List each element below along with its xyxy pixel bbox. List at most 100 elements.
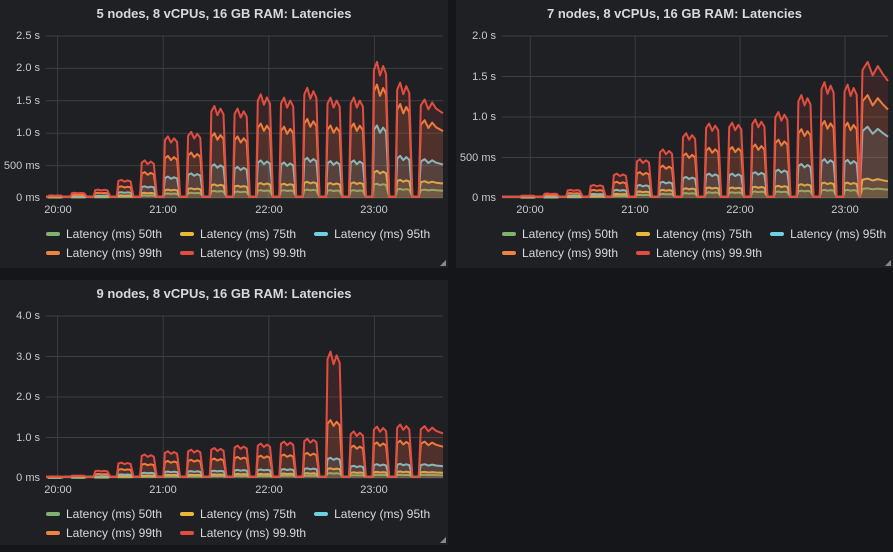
y-axis-tick-label: 2.5 s bbox=[16, 30, 40, 42]
y-axis-tick-label: 0 ms bbox=[16, 472, 40, 484]
y-axis-tick-label: 1.5 s bbox=[16, 95, 40, 107]
legend-swatch-icon bbox=[502, 250, 516, 255]
legend-item-50th[interactable]: Latency (ms) 50th bbox=[46, 227, 162, 241]
series-area-99th bbox=[46, 84, 443, 198]
series-area-99th bbox=[46, 420, 443, 478]
legend-item-50th[interactable]: Latency (ms) 50th bbox=[46, 507, 162, 521]
legend-label: Latency (ms) 99th bbox=[66, 525, 163, 540]
y-axis-tick-label: 4.0 s bbox=[16, 310, 40, 322]
legend-swatch-icon bbox=[180, 250, 195, 255]
gridlines bbox=[46, 35, 443, 199]
series-area-75th bbox=[46, 468, 443, 478]
latency-graph[interactable]: 0 ms 500 ms 1.0 s 1.5 s 2.0 s 20:00 21:00 22:00… bbox=[456, 28, 893, 220]
legend-item-99.9th[interactable]: Latency (ms) 99.9th bbox=[636, 246, 762, 260]
legend-label: Latency (ms) 99th bbox=[522, 245, 619, 260]
resize-grip-icon[interactable]: ◢ bbox=[439, 535, 446, 544]
x-axis-tick-label: 23:00 bbox=[360, 484, 388, 496]
series-area-50th bbox=[46, 183, 443, 198]
series-area-99.9th bbox=[46, 61, 443, 199]
panel-7-nodes-latencies: 7 nodes, 8 vCPUs, 16 GB RAM: Latencies 0… bbox=[456, 0, 893, 268]
legend-label: Latency (ms) 75th bbox=[656, 226, 753, 241]
x-axis-tick-label: 20:00 bbox=[44, 484, 72, 496]
series-area-95th bbox=[46, 125, 443, 198]
legend-label: Latency (ms) 95th bbox=[790, 226, 887, 241]
x-axis-tick-label: 22:00 bbox=[255, 484, 283, 496]
legend-swatch-icon bbox=[180, 231, 195, 236]
legend: Latency (ms) 50th Latency (ms) 75th Latenc… bbox=[46, 224, 444, 262]
series-line-99.9th bbox=[46, 350, 444, 478]
legend-swatch-icon bbox=[502, 231, 516, 236]
series-area-99.9th bbox=[46, 351, 443, 478]
y-axis-tick-label: 500 ms bbox=[3, 160, 40, 172]
y-axis-tick-label: 2.0 s bbox=[16, 391, 40, 403]
legend-item-75th[interactable]: Latency (ms) 75th bbox=[180, 507, 296, 521]
y-axis-tick-label: 0 ms bbox=[472, 192, 496, 204]
graph-canvas[interactable] bbox=[0, 28, 448, 220]
legend-row: Latency (ms) 99th Latency (ms) 99.9th bbox=[46, 243, 444, 262]
legend-label: Latency (ms) 50th bbox=[522, 226, 619, 241]
y-axis-tick-label: 1.0 s bbox=[472, 111, 496, 123]
y-axis-tick-label: 2.0 s bbox=[16, 62, 40, 74]
graph-canvas[interactable] bbox=[456, 28, 893, 220]
series-line-99.9th bbox=[502, 60, 889, 198]
resize-grip-icon[interactable]: ◢ bbox=[439, 258, 446, 267]
series-line-99.9th bbox=[46, 60, 444, 198]
legend-item-95th[interactable]: Latency (ms) 95th bbox=[770, 227, 886, 241]
y-axis-tick-label: 0 ms bbox=[16, 192, 40, 204]
legend-swatch-icon bbox=[180, 511, 195, 516]
x-axis-tick-label: 23:00 bbox=[360, 204, 388, 216]
legend-item-99th[interactable]: Latency (ms) 99th bbox=[46, 246, 162, 260]
y-axis-tick-label: 1.0 s bbox=[16, 432, 40, 444]
legend-label: Latency (ms) 99.9th bbox=[656, 245, 763, 260]
legend: Latency (ms) 50th Latency (ms) 75th Latenc… bbox=[502, 224, 889, 262]
x-axis-tick-label: 21:00 bbox=[149, 484, 177, 496]
legend-swatch-icon bbox=[636, 231, 651, 236]
legend-item-99th[interactable]: Latency (ms) 99th bbox=[46, 526, 162, 540]
legend-label: Latency (ms) 50th bbox=[66, 226, 163, 241]
y-axis-tick-label: 2.0 s bbox=[472, 30, 496, 42]
legend-swatch-icon bbox=[46, 250, 60, 255]
gridlines bbox=[46, 315, 443, 479]
legend-swatch-icon bbox=[46, 530, 60, 535]
legend-swatch-icon bbox=[314, 511, 329, 516]
legend-item-95th[interactable]: Latency (ms) 95th bbox=[314, 227, 430, 241]
x-axis-tick-label: 21:00 bbox=[621, 204, 649, 216]
legend-swatch-icon bbox=[770, 231, 785, 236]
legend-row: Latency (ms) 99th Latency (ms) 99.9th bbox=[46, 523, 444, 542]
legend-swatch-icon bbox=[46, 511, 60, 516]
panel-title[interactable]: 9 nodes, 8 vCPUs, 16 GB RAM: Latencies bbox=[96, 286, 352, 301]
y-axis-tick-label: 1.0 s bbox=[16, 127, 40, 139]
legend-item-99th[interactable]: Latency (ms) 99th bbox=[502, 246, 618, 260]
x-axis-tick-label: 21:00 bbox=[149, 204, 177, 216]
legend-item-75th[interactable]: Latency (ms) 75th bbox=[636, 227, 752, 241]
legend-label: Latency (ms) 75th bbox=[200, 506, 297, 521]
series-area-99.9th bbox=[502, 61, 888, 199]
legend-swatch-icon bbox=[314, 231, 329, 236]
legend-swatch-icon bbox=[636, 250, 651, 255]
legend-swatch-icon bbox=[180, 530, 195, 535]
latency-graph[interactable]: 0 ms 500 ms 1.0 s 1.5 s 2.0 s 2.5 s 20:00 21:00… bbox=[0, 28, 448, 220]
legend-label: Latency (ms) 50th bbox=[66, 506, 163, 521]
legend-item-99.9th[interactable]: Latency (ms) 99.9th bbox=[180, 246, 306, 260]
panel-title[interactable]: 5 nodes, 8 vCPUs, 16 GB RAM: Latencies bbox=[96, 6, 352, 21]
latency-graph[interactable]: 0 ms 1.0 s 2.0 s 3.0 s 4.0 s 20:00 21:00 22:00 2… bbox=[0, 308, 448, 500]
legend-label: Latency (ms) 95th bbox=[334, 226, 431, 241]
legend-label: Latency (ms) 95th bbox=[334, 506, 431, 521]
legend-row: Latency (ms) 99th Latency (ms) 99.9th bbox=[502, 243, 889, 262]
legend-item-50th[interactable]: Latency (ms) 50th bbox=[502, 227, 618, 241]
legend-item-75th[interactable]: Latency (ms) 75th bbox=[180, 227, 296, 241]
legend-row: Latency (ms) 50th Latency (ms) 75th Latenc… bbox=[46, 504, 444, 523]
legend-label: Latency (ms) 75th bbox=[200, 226, 297, 241]
legend-item-95th[interactable]: Latency (ms) 95th bbox=[314, 507, 430, 521]
x-axis-tick-label: 20:00 bbox=[44, 204, 72, 216]
legend: Latency (ms) 50th Latency (ms) 75th Latenc… bbox=[46, 504, 444, 542]
legend-swatch-icon bbox=[46, 231, 60, 236]
series-area-75th bbox=[46, 170, 443, 198]
legend-item-99.9th[interactable]: Latency (ms) 99.9th bbox=[180, 526, 306, 540]
panel-title[interactable]: 7 nodes, 8 vCPUs, 16 GB RAM: Latencies bbox=[546, 6, 803, 21]
graph-canvas[interactable] bbox=[0, 308, 448, 500]
resize-grip-icon[interactable]: ◢ bbox=[884, 258, 891, 267]
panel-5-nodes-latencies: 5 nodes, 8 vCPUs, 16 GB RAM: Latencies 0… bbox=[0, 0, 448, 268]
legend-label: Latency (ms) 99.9th bbox=[200, 525, 307, 540]
legend-row: Latency (ms) 50th Latency (ms) 75th Latenc… bbox=[502, 224, 889, 243]
